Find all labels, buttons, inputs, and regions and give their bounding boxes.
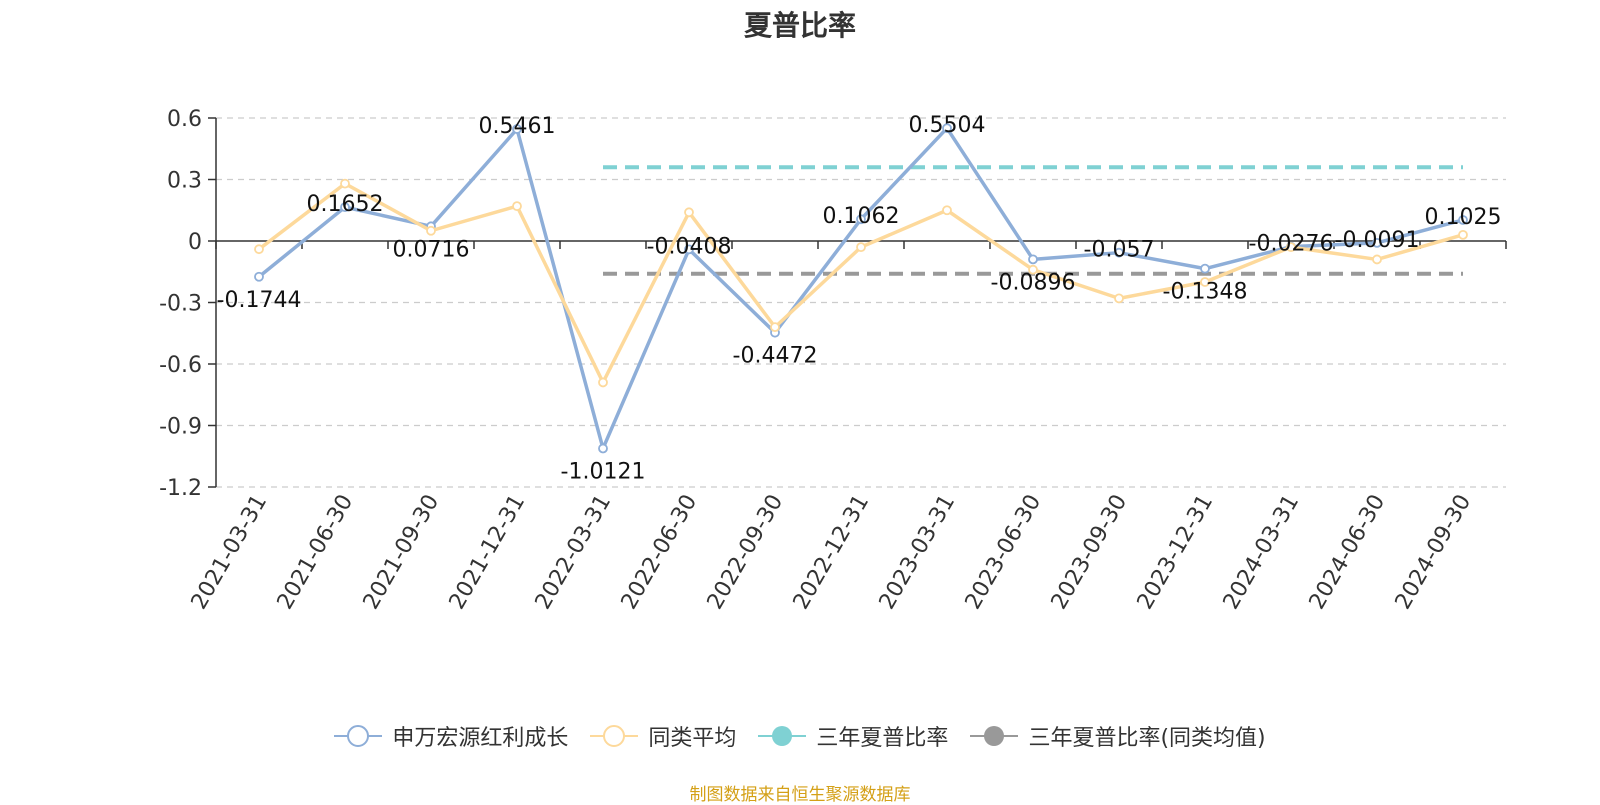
source-note: 制图数据来自恒生聚源数据库 bbox=[689, 785, 911, 805]
y-tick-label: 0.6 bbox=[167, 107, 202, 132]
data-point bbox=[598, 377, 608, 388]
data-label: -0.0091 bbox=[1335, 228, 1420, 253]
hollow-circle-line-icon bbox=[590, 725, 639, 747]
legend-label: 申万宏源红利成长 bbox=[392, 726, 569, 751]
data-point bbox=[684, 244, 694, 255]
data-point bbox=[340, 202, 350, 213]
x-tick-label: 2023-03-31 bbox=[875, 491, 961, 614]
x-tick-label: 2021-06-30 bbox=[273, 491, 359, 614]
data-point bbox=[1028, 264, 1038, 275]
x-tick-label: 2021-09-30 bbox=[359, 491, 445, 614]
legend-item[interactable]: 申万宏源红利成长 bbox=[334, 720, 568, 752]
data-point bbox=[770, 322, 780, 333]
hollow-circle-line-icon bbox=[334, 725, 383, 747]
x-tick-label: 2022-12-31 bbox=[789, 491, 875, 614]
chart-title: 夏普比率 bbox=[743, 9, 856, 42]
x-tick-label: 2022-09-30 bbox=[703, 491, 789, 614]
data-point bbox=[942, 205, 952, 216]
legend: 申万宏源红利成长 同类平均 三年夏普比率 三年夏普比率(同类均值) bbox=[0, 720, 1600, 752]
y-tick-label: 0.3 bbox=[167, 169, 202, 194]
series-line-0 bbox=[257, 126, 1464, 451]
data-label: -0.4472 bbox=[733, 344, 818, 369]
data-point bbox=[426, 225, 436, 236]
data-label: 0.5461 bbox=[479, 114, 556, 139]
legend-label: 同类平均 bbox=[648, 726, 737, 751]
x-tick-label: 2022-06-30 bbox=[617, 491, 703, 614]
data-point bbox=[1372, 254, 1382, 265]
data-label: 0.5504 bbox=[909, 113, 986, 138]
data-point bbox=[512, 201, 522, 212]
data-point bbox=[684, 207, 694, 218]
data-point bbox=[1458, 215, 1468, 225]
x-tick-label: 2021-12-31 bbox=[445, 491, 531, 614]
data-label: -0.1744 bbox=[217, 288, 302, 313]
data-label: -0.0276 bbox=[1249, 232, 1334, 257]
legend-item[interactable]: 三年夏普比率 bbox=[758, 720, 948, 752]
data-point bbox=[340, 178, 350, 189]
x-tick-label: 2024-03-31 bbox=[1219, 491, 1305, 614]
data-label: 0.0716 bbox=[393, 237, 470, 262]
data-label: -0.0896 bbox=[991, 270, 1076, 295]
x-tick-label: 2024-09-30 bbox=[1391, 491, 1477, 614]
data-point bbox=[1114, 293, 1124, 304]
data-labels-layer: -0.1744 0.1652 0.0716 0.5461 -1.0121 -0.0408 -… bbox=[217, 113, 1502, 484]
data-point bbox=[598, 443, 608, 454]
data-point bbox=[254, 271, 264, 282]
data-point bbox=[1372, 237, 1382, 248]
data-point bbox=[512, 124, 522, 134]
data-label: 0.1062 bbox=[823, 204, 900, 229]
data-label: -0.057 bbox=[1084, 238, 1155, 263]
x-tick-label: 2023-12-31 bbox=[1133, 491, 1219, 614]
filled-circle-line-icon bbox=[758, 726, 807, 746]
y-tick-label: -1.2 bbox=[159, 476, 202, 501]
legend-item[interactable]: 三年夏普比率(同类均值) bbox=[970, 720, 1266, 752]
data-point bbox=[856, 242, 866, 253]
data-point bbox=[1458, 229, 1468, 240]
data-point bbox=[1286, 242, 1296, 253]
y-tick-label: -0.3 bbox=[159, 292, 202, 317]
series-layer bbox=[254, 123, 1468, 454]
y-tick-label: -0.9 bbox=[159, 415, 202, 440]
x-tick-label: 2021-03-31 bbox=[187, 491, 273, 614]
legend-label: 三年夏普比率 bbox=[816, 726, 949, 751]
data-point bbox=[1200, 277, 1210, 287]
y-tick-label: 0 bbox=[188, 230, 202, 255]
x-tick-label: 2023-09-30 bbox=[1047, 491, 1133, 614]
x-tick-label: 2022-03-31 bbox=[531, 491, 617, 614]
filled-circle-line-icon bbox=[970, 726, 1019, 746]
data-label: 0.1025 bbox=[1425, 205, 1502, 230]
data-label: -1.0121 bbox=[561, 459, 646, 484]
data-point bbox=[856, 214, 866, 225]
data-point bbox=[254, 244, 264, 255]
x-tick-label: 2023-06-30 bbox=[961, 491, 1047, 614]
data-point bbox=[1028, 254, 1038, 265]
data-point bbox=[1200, 263, 1210, 274]
x-tick-label: 2024-06-30 bbox=[1305, 491, 1391, 614]
legend-item[interactable]: 同类平均 bbox=[590, 720, 736, 752]
legend-label: 三年夏普比率(同类均值) bbox=[1028, 726, 1266, 751]
grid-layer bbox=[216, 117, 1506, 488]
y-tick-label: -0.6 bbox=[159, 353, 202, 378]
data-point bbox=[942, 123, 952, 134]
data-label: -0.1348 bbox=[1163, 280, 1248, 305]
data-point bbox=[1114, 247, 1124, 258]
data-label: 0.1652 bbox=[307, 192, 384, 217]
data-label: -0.0408 bbox=[647, 234, 732, 259]
